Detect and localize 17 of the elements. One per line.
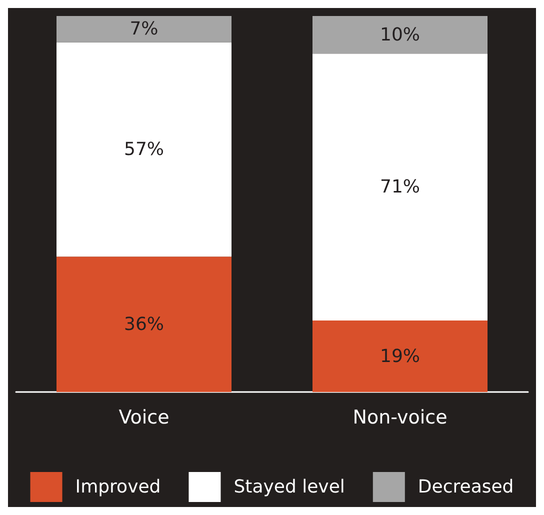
bar	[312, 54, 488, 321]
data-label: 71%	[380, 176, 420, 198]
bar	[56, 256, 232, 392]
data-label: 7%	[130, 18, 158, 40]
data-label: 57%	[124, 138, 164, 160]
x-tick-label: Voice	[118, 406, 170, 428]
legend-label: Stayed level	[234, 476, 345, 498]
bar	[312, 16, 488, 54]
data-label: 36%	[124, 314, 164, 335]
data-label: 19%	[380, 346, 420, 367]
bar	[56, 16, 232, 42]
bar	[312, 320, 488, 392]
legend-label: Improved	[75, 476, 161, 498]
data-label: 10%	[380, 24, 420, 46]
legend-label: Decreased	[418, 476, 514, 498]
x-tick-label: Non-voice	[352, 406, 448, 428]
bar	[56, 42, 232, 257]
